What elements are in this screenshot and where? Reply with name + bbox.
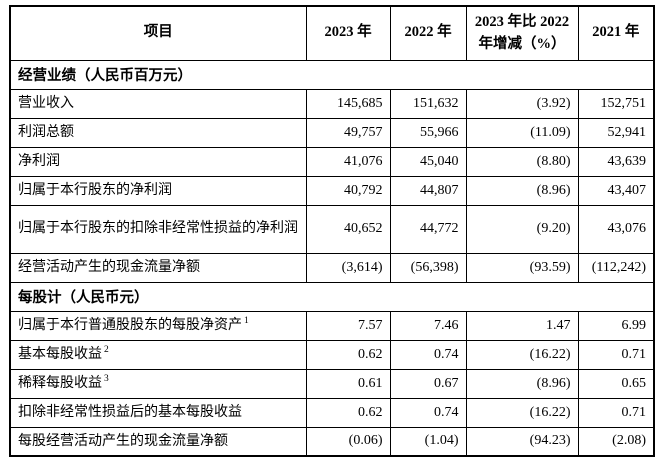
cell-change: (16.22) (465, 397, 579, 428)
cell-2023: 0.62 (305, 397, 391, 428)
cell-change: (93.59) (465, 252, 579, 283)
cell-2023: 7.57 (305, 310, 391, 341)
table-row: 归属于本行股东的扣除非经常性损益的净利润 40,652 44,772 (9.20… (9, 204, 655, 254)
item-label: 营业收入 (18, 95, 74, 111)
item-superscript: 2 (104, 345, 109, 355)
cell-2021: 43,076 (577, 204, 655, 254)
section-title: 每股计（人民币元） (9, 281, 655, 312)
cell-item: 每股经营活动产生的现金流量净额 (9, 426, 307, 457)
item-label: 净利润 (18, 153, 60, 169)
item-label: 经营活动产生的现金流量净额 (18, 259, 200, 275)
item-superscript: 1 (244, 316, 249, 326)
cell-2023: (3,614) (305, 252, 391, 283)
cell-2022: (56,398) (389, 252, 467, 283)
cell-change: (94.23) (465, 426, 579, 457)
cell-2021: 43,639 (577, 146, 655, 177)
table-row: 利润总额 49,757 55,966 (11.09) 52,941 (9, 117, 655, 148)
cell-2023: (0.06) (305, 426, 391, 457)
table-row: 每股经营活动产生的现金流量净额 (0.06) (1.04) (94.23) (2… (9, 426, 655, 457)
cell-2022: 55,966 (389, 117, 467, 148)
cell-2023: 0.61 (305, 368, 391, 399)
cell-change: (8.96) (465, 368, 579, 399)
cell-2022: 45,040 (389, 146, 467, 177)
cell-2023: 41,076 (305, 146, 391, 177)
table-row: 稀释每股收益 3 0.61 0.67 (8.96) 0.65 (9, 368, 655, 399)
cell-2021: 0.71 (577, 339, 655, 370)
cell-2022: 44,807 (389, 175, 467, 206)
table-row: 扣除非经常性损益后的基本每股收益 0.62 0.74 (16.22) 0.71 (9, 397, 655, 428)
cell-item: 利润总额 (9, 117, 307, 148)
cell-change: (11.09) (465, 117, 579, 148)
item-label: 归属于本行股东的扣除非经常性损益的净利润 (18, 221, 298, 237)
cell-2022: 151,632 (389, 88, 467, 119)
section-header-per-share: 每股计（人民币元） (9, 281, 655, 312)
cell-2023: 40,792 (305, 175, 391, 206)
item-label: 稀释每股收益 (18, 375, 102, 391)
column-header-2021: 2021 年 (577, 5, 655, 61)
item-label: 扣除非经常性损益后的基本每股收益 (18, 404, 242, 420)
cell-item: 归属于本行股东的扣除非经常性损益的净利润 (9, 204, 307, 254)
item-label: 归属于本行股东的净利润 (18, 182, 172, 198)
item-label: 基本每股收益 (18, 346, 102, 362)
cell-2023: 0.62 (305, 339, 391, 370)
cell-item: 基本每股收益 2 (9, 339, 307, 370)
cell-2023: 145,685 (305, 88, 391, 119)
table-row: 基本每股收益 2 0.62 0.74 (16.22) 0.71 (9, 339, 655, 370)
cell-2023: 40,652 (305, 204, 391, 254)
cell-2022: 0.74 (389, 339, 467, 370)
cell-change: 1.47 (465, 310, 579, 341)
cell-change: (9.20) (465, 204, 579, 254)
item-label: 每股经营活动产生的现金流量净额 (18, 433, 228, 449)
cell-2022: 44,772 (389, 204, 467, 254)
column-header-change-line1: 2023 年比 2022 (474, 13, 570, 30)
cell-item: 净利润 (9, 146, 307, 177)
item-label: 归属于本行普通股股东的每股净资产 (18, 317, 242, 333)
cell-change: (3.92) (465, 88, 579, 119)
table-row: 归属于本行普通股股东的每股净资产 1 7.57 7.46 1.47 6.99 (9, 310, 655, 341)
table-row: 营业收入 145,685 151,632 (3.92) 152,751 (9, 88, 655, 119)
cell-2023: 49,757 (305, 117, 391, 148)
cell-2021: 152,751 (577, 88, 655, 119)
cell-2022: 0.74 (389, 397, 467, 428)
section-header-operating-results: 经营业绩（人民币百万元） (9, 59, 655, 90)
cell-2021: 43,407 (577, 175, 655, 206)
cell-change: (8.80) (465, 146, 579, 177)
table-row: 归属于本行股东的净利润 40,792 44,807 (8.96) 43,407 (9, 175, 655, 206)
section-title: 经营业绩（人民币百万元） (9, 59, 655, 90)
table-header-row: 项目 2023 年 2022 年 2023 年比 2022 年增减（%） 202… (9, 5, 655, 61)
cell-item: 营业收入 (9, 88, 307, 119)
column-header-2023: 2023 年 (305, 5, 391, 61)
cell-2022: (1.04) (389, 426, 467, 457)
cell-item: 扣除非经常性损益后的基本每股收益 (9, 397, 307, 428)
item-superscript: 3 (104, 374, 109, 384)
cell-2022: 0.67 (389, 368, 467, 399)
cell-2021: 6.99 (577, 310, 655, 341)
financial-highlights-table: 项目 2023 年 2022 年 2023 年比 2022 年增减（%） 202… (9, 5, 655, 458)
cell-change: (16.22) (465, 339, 579, 370)
column-header-change: 2023 年比 2022 年增减（%） (465, 5, 579, 61)
cell-2021: 0.65 (577, 368, 655, 399)
column-header-2022: 2022 年 (389, 5, 467, 61)
column-header-item: 项目 (9, 5, 307, 61)
cell-2022: 7.46 (389, 310, 467, 341)
table-row: 净利润 41,076 45,040 (8.80) 43,639 (9, 146, 655, 177)
cell-2021: (112,242) (577, 252, 655, 283)
cell-item: 经营活动产生的现金流量净额 (9, 252, 307, 283)
column-header-change-line2: 年增减（%） (478, 36, 566, 53)
cell-item: 归属于本行股东的净利润 (9, 175, 307, 206)
cell-item: 稀释每股收益 3 (9, 368, 307, 399)
item-label: 利润总额 (18, 124, 74, 140)
cell-item: 归属于本行普通股股东的每股净资产 1 (9, 310, 307, 341)
cell-2021: 52,941 (577, 117, 655, 148)
table-row: 经营活动产生的现金流量净额 (3,614) (56,398) (93.59) (… (9, 252, 655, 283)
cell-2021: 0.71 (577, 397, 655, 428)
cell-2021: (2.08) (577, 426, 655, 457)
cell-change: (8.96) (465, 175, 579, 206)
